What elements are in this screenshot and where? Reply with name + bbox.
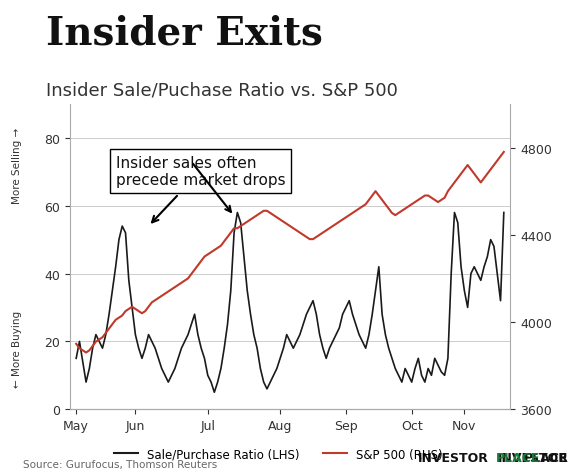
Text: PLACE: PLACE <box>496 451 541 464</box>
Text: Insider sales often
precede market drops: Insider sales often precede market drops <box>115 156 285 223</box>
Text: PLACE: PLACE <box>524 451 568 464</box>
Text: Source: Gurufocus, Thomson Reuters: Source: Gurufocus, Thomson Reuters <box>23 459 218 469</box>
Text: INVESTOR: INVESTOR <box>418 451 488 464</box>
Legend: Sale/Purchase Ratio (LHS), S&P 500 (RHS): Sale/Purchase Ratio (LHS), S&P 500 (RHS) <box>109 443 448 466</box>
Text: ← More Buying: ← More Buying <box>12 310 22 387</box>
Text: Insider Sale/Puchase Ratio vs. S&P 500: Insider Sale/Puchase Ratio vs. S&P 500 <box>46 81 398 99</box>
Text: Insider Exits: Insider Exits <box>46 14 323 52</box>
Text: More Selling →: More Selling → <box>12 128 22 204</box>
Text: INVESTOR: INVESTOR <box>498 451 568 464</box>
